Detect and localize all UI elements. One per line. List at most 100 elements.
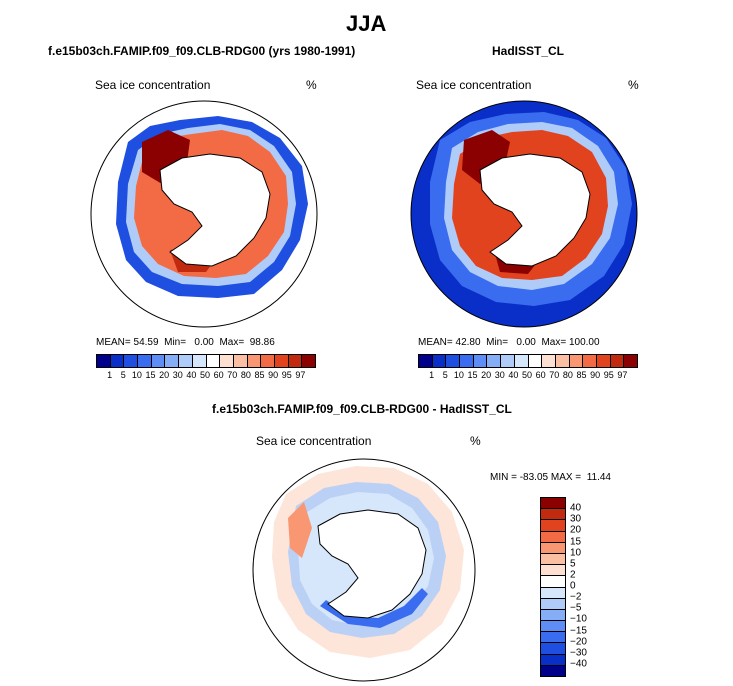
colorbar-tick-label: 15 (570, 536, 582, 547)
diff-colorbar-ticks: 40 30 20 15 10 5 2 0 −2 −5 −10 −15 −20 −30 −40 (570, 497, 610, 675)
colorbar-tick-label: 1 (107, 370, 113, 380)
colorbar-swatch (487, 355, 502, 367)
colorbar-tick-label: −2 (570, 591, 582, 603)
colorbar-swatch (541, 576, 565, 588)
colorbar-tick-label: 50 (199, 370, 211, 380)
diff-panel-header: f.e15b03ch.FAMIP.f09_f09.CLB-RDG00 - Had… (212, 402, 512, 416)
colorbar-tick-label: 30 (172, 370, 183, 380)
colorbar-swatch (247, 355, 262, 367)
colorbar-swatch (138, 355, 152, 367)
colorbar-swatch (541, 531, 565, 543)
colorbar-swatch (446, 355, 461, 367)
colorbar-tick-label: 2 (570, 569, 576, 581)
right-units-label: % (628, 78, 639, 92)
colorbar-swatch (541, 509, 565, 521)
colorbar-swatch (165, 355, 180, 367)
colorbar-swatch (288, 355, 303, 367)
left-min-label: Min= (164, 337, 187, 348)
right-colorbar (418, 354, 638, 368)
colorbar-tick-label: 90 (268, 370, 279, 380)
left-field-label: Sea ice concentration (95, 78, 211, 92)
colorbar-swatch (610, 355, 625, 367)
colorbar-tick-label: 90 (590, 370, 601, 380)
left-stats: MEAN= 54.59 Min= 0.00 Max= 98.86 (96, 337, 275, 348)
colorbar-swatch (206, 355, 221, 367)
right-colorbar-ticks: 1 5 10 15 20 30 40 50 60 70 80 85 90 95 97 (418, 370, 636, 382)
colorbar-swatch (541, 553, 565, 566)
right-mean-label: MEAN= (418, 337, 453, 348)
colorbar-tick-label: 40 (186, 370, 197, 380)
left-max-label: Max= (219, 337, 245, 348)
right-antarctica (479, 153, 591, 267)
colorbar-tick-label: 20 (481, 370, 492, 380)
diff-strong-negative (320, 588, 428, 628)
colorbar-swatch (541, 520, 565, 532)
diff-polar-map (252, 458, 476, 682)
colorbar-swatch (233, 355, 248, 367)
colorbar-tick-label: 40 (508, 370, 519, 380)
colorbar-tick-label: 80 (240, 370, 251, 380)
colorbar-swatch (555, 355, 570, 367)
colorbar-tick-label: −30 (570, 647, 587, 659)
colorbar-tick-label: −5 (570, 602, 582, 614)
colorbar-swatch (501, 355, 515, 367)
colorbar-swatch (541, 598, 565, 610)
colorbar-tick-label: 70 (549, 370, 560, 380)
colorbar-swatch (432, 355, 447, 367)
colorbar-tick-label: 50 (521, 370, 533, 380)
colorbar-tick-label: 85 (576, 370, 587, 380)
colorbar-swatch (220, 355, 234, 367)
left-mean-label: MEAN= (96, 337, 131, 348)
diff-antarctica (317, 509, 427, 619)
colorbar-tick-label: 97 (295, 370, 306, 380)
left-min-value: 0.00 (194, 337, 214, 348)
diff-field-label: Sea ice concentration (256, 434, 372, 448)
colorbar-swatch (514, 355, 529, 367)
colorbar-swatch (583, 355, 597, 367)
colorbar-swatch (274, 355, 289, 367)
right-max-value: 100.00 (568, 337, 600, 348)
colorbar-tick-label: −40 (570, 658, 587, 670)
left-polar-map (90, 100, 318, 328)
right-panel-header: HadISST_CL (492, 44, 565, 58)
left-colorbar-ticks: 1 5 10 15 20 30 40 50 60 70 80 85 90 95 97 (96, 370, 314, 382)
left-units-label: % (306, 78, 317, 92)
colorbar-tick-label: 10 (131, 370, 142, 380)
colorbar-swatch (179, 355, 193, 367)
colorbar-swatch (541, 621, 565, 633)
colorbar-tick-label: 1 (429, 370, 435, 380)
colorbar-tick-label: 80 (562, 370, 573, 380)
right-mean-value: 42.80 (455, 337, 481, 348)
colorbar-swatch (541, 498, 565, 510)
left-colorbar (96, 354, 316, 368)
colorbar-tick-label: 10 (453, 370, 464, 380)
colorbar-tick-label: −15 (570, 625, 587, 636)
colorbar-swatch (528, 355, 543, 367)
colorbar-tick-label: 15 (467, 370, 478, 380)
colorbar-swatch (541, 665, 565, 676)
colorbar-swatch (124, 355, 139, 367)
colorbar-tick-label: 30 (494, 370, 505, 380)
colorbar-tick-label: 95 (603, 370, 614, 380)
colorbar-swatch (541, 609, 565, 622)
colorbar-tick-label: 95 (281, 370, 292, 380)
colorbar-tick-label: −10 (570, 613, 587, 625)
colorbar-tick-label: 30 (570, 513, 582, 525)
colorbar-tick-label: 20 (570, 524, 582, 536)
colorbar-swatch (97, 355, 111, 367)
colorbar-swatch (302, 355, 315, 367)
colorbar-swatch (541, 587, 565, 599)
right-min-label: Min= (486, 337, 509, 348)
diff-colorbar (540, 497, 566, 677)
colorbar-tick-label: 0 (570, 580, 576, 592)
diff-positive-patch (288, 502, 312, 558)
colorbar-swatch (261, 355, 275, 367)
colorbar-swatch (624, 355, 637, 367)
colorbar-swatch (542, 355, 556, 367)
diff-units-label: % (470, 434, 481, 448)
colorbar-tick-label: 85 (254, 370, 265, 380)
colorbar-swatch (460, 355, 474, 367)
colorbar-swatch (541, 542, 565, 554)
colorbar-tick-label: 40 (570, 502, 582, 514)
colorbar-swatch (541, 654, 565, 666)
